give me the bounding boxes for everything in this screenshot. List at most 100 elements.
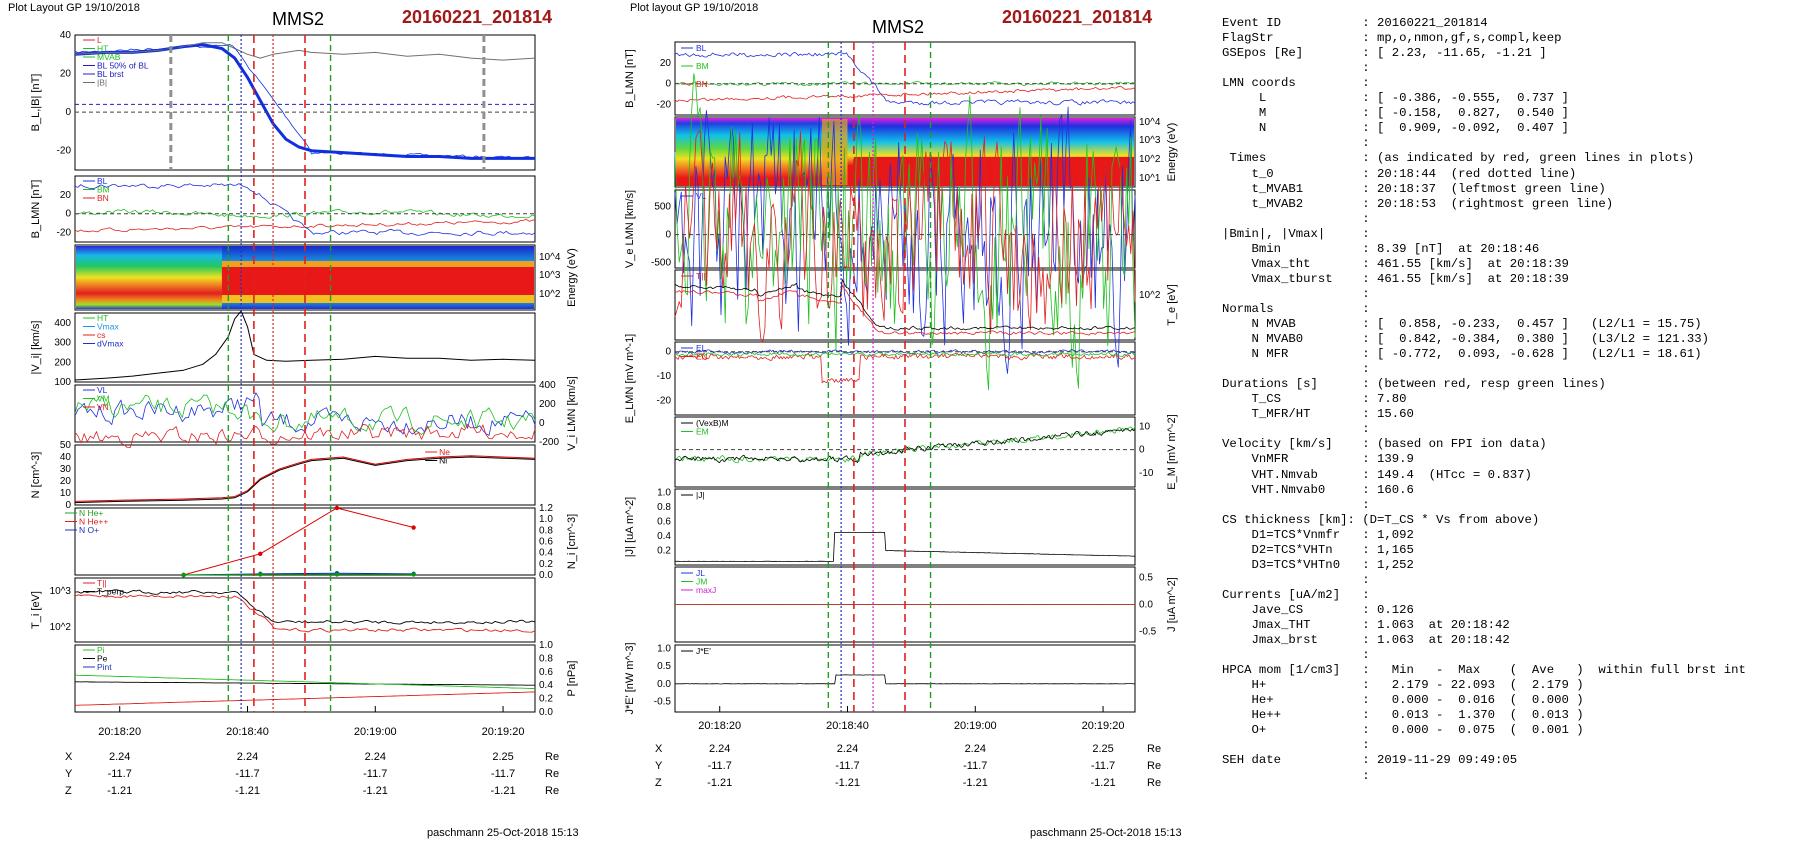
left-pos-unit: Re bbox=[545, 768, 559, 780]
middle-right-ylabel: Energy (eV) bbox=[1166, 123, 1178, 182]
left-tick-label: 0.2 bbox=[539, 559, 553, 570]
left-pos-value: 2.24 bbox=[365, 751, 386, 763]
left-pos-name: X bbox=[65, 751, 73, 763]
middle-legend-label: JM bbox=[696, 577, 707, 587]
left-panel-frame-8 bbox=[74, 577, 536, 643]
left-tick-label: 1.2 bbox=[539, 503, 553, 514]
left-pos-value: -1.21 bbox=[235, 785, 260, 797]
left-legend-label: HT bbox=[97, 313, 108, 323]
left-right-ylabel: P [nPa] bbox=[566, 661, 578, 697]
left-pos-value: -1.21 bbox=[491, 785, 516, 797]
info-line: Jmax_brst : 1.063 at 20:18:42 bbox=[1222, 633, 1510, 648]
left-hpca-point bbox=[411, 572, 416, 577]
info-line: Normals : bbox=[1222, 301, 1370, 316]
left-legend-label: BL brst bbox=[97, 69, 124, 79]
middle-pos-value: -1.21 bbox=[707, 777, 732, 789]
left-tick-label: 0.6 bbox=[539, 537, 553, 548]
info-line: Jmax_THT : 1.063 at 20:18:42 bbox=[1222, 618, 1510, 632]
middle-tick-label: 10^2 bbox=[1139, 290, 1161, 301]
left-tick-label: 0.0 bbox=[539, 570, 553, 581]
info-line: N : [ 0.909, -0.092, 0.407 ] bbox=[1222, 121, 1569, 136]
middle-tick-label: -20 bbox=[657, 395, 672, 406]
left-legend-label: L bbox=[97, 35, 102, 45]
left-legend-label: Pint bbox=[97, 662, 112, 672]
middle-tick-label: -0.5 bbox=[1139, 626, 1157, 637]
left-bn-line bbox=[74, 218, 536, 233]
left-tick-label: 0.4 bbox=[539, 680, 553, 691]
info-line: VHT.Nmvab0 : 160.6 bbox=[1222, 482, 1414, 497]
left-tick-label: 0.6 bbox=[539, 667, 553, 678]
left-pos-value: 2.25 bbox=[492, 751, 513, 763]
info-line: T_MFR/HT : 15.60 bbox=[1222, 407, 1414, 422]
left-pint-line bbox=[74, 674, 535, 689]
left-spectrogram-orange-band bbox=[221, 261, 534, 267]
middle-legend-label: EL bbox=[696, 343, 707, 353]
middle-tick-label: -20 bbox=[657, 100, 672, 111]
left-tick-label: 0.8 bbox=[539, 653, 553, 664]
info-line: : bbox=[1222, 648, 1370, 663]
middle-ylabel: J*E' [nW m^-3] bbox=[624, 642, 636, 714]
middle-pos-unit: Re bbox=[1147, 743, 1161, 755]
left-legend-label: BM bbox=[97, 185, 110, 195]
info-line: Vmax_tht : 461.55 [km/s] at 20:18:39 bbox=[1222, 256, 1569, 271]
left-header-small: Plot Layout GP 19/10/2018 bbox=[8, 2, 140, 14]
info-line: : bbox=[1222, 738, 1370, 753]
info-line: Event ID : 20160221_201814 bbox=[1222, 16, 1488, 30]
left-pos-value: -11.7 bbox=[363, 768, 387, 780]
left-hpca-point bbox=[334, 572, 340, 577]
left-tick-label: 0 bbox=[65, 209, 71, 220]
left-tick-label: 50 bbox=[60, 440, 72, 451]
left-right-ylabel: Energy (eV) bbox=[566, 248, 578, 307]
left-tick-label: 0 bbox=[65, 500, 71, 511]
info-line: |Bmin|, |Vmax| : bbox=[1222, 226, 1370, 241]
left-vm-line bbox=[74, 394, 536, 436]
left-pos-value: 2.24 bbox=[237, 751, 258, 763]
label-layer: B_L,|B| [nT] B_LMN [nT] |V_i| [km/s] N [cm^… bbox=[30, 30, 1178, 797]
left-pos-value: -11.7 bbox=[235, 768, 259, 780]
left-tick-label: 10^3 bbox=[50, 586, 72, 597]
info-line: D2=TCS*VHTn : 1,165 bbox=[1222, 542, 1414, 557]
middle-pos-value: -11.7 bbox=[963, 760, 987, 772]
info-line: M : [ -0.158, 0.827, 0.540 ] bbox=[1222, 106, 1569, 121]
left-hpca-line bbox=[183, 507, 414, 576]
left-ylabel: B_L,|B| [nT] bbox=[30, 74, 42, 132]
middle-time-tick: 20:18:40 bbox=[826, 720, 869, 732]
middle-tick-label: 0 bbox=[1139, 445, 1145, 456]
left-hpca-point bbox=[258, 572, 263, 577]
middle-time-tick: 20:18:20 bbox=[698, 720, 741, 732]
info-line: N MFR : [ -0.772, 0.093, -0.628 ] (L2/L1… bbox=[1222, 347, 1702, 362]
middle-pos-value: -11.7 bbox=[835, 760, 859, 772]
left-time-tick: 20:18:40 bbox=[226, 726, 269, 738]
data-layer bbox=[65, 35, 1136, 712]
middle-pos-value: 2.24 bbox=[837, 743, 858, 755]
middle-spacecraft-title: MMS2 bbox=[872, 17, 925, 37]
left-pi-line bbox=[75, 681, 535, 686]
info-line: D3=TCS*VHTn0 : 1,252 bbox=[1222, 557, 1414, 572]
middle-tick-label: 20 bbox=[660, 58, 672, 69]
left-legend-label: BL 50% of BL bbox=[97, 61, 149, 71]
info-line: T_CS : 7.80 bbox=[1222, 392, 1407, 407]
left-ylabel: B_LMN [nT] bbox=[30, 180, 42, 239]
left-legend-label: Vmax bbox=[97, 322, 119, 332]
info-line: : bbox=[1222, 768, 1370, 783]
info-line: VHT.Nmvab : 149.4 (HTcc = 0.837) bbox=[1222, 467, 1532, 482]
left-tick-label: 0 bbox=[539, 418, 545, 429]
middle-tick-label: 0.5 bbox=[1139, 573, 1153, 584]
left-legend-label: Ni bbox=[439, 456, 447, 466]
left-tick-label: 10 bbox=[60, 488, 72, 499]
left-tick-label: -20 bbox=[57, 228, 72, 239]
info-line: He++ : 0.013 - 1.370 ( 0.013 ) bbox=[1222, 708, 1584, 723]
middle-legend-label: BN bbox=[696, 79, 708, 89]
left-hpca-point bbox=[258, 551, 263, 556]
left-tick-label: 40 bbox=[60, 452, 72, 463]
info-line: : bbox=[1222, 136, 1370, 151]
middle-tick-label: 0.5 bbox=[657, 661, 671, 672]
left-footer: paschmann 25-Oct-2018 15:13 bbox=[427, 827, 579, 839]
left-spectrogram-yellow-band bbox=[221, 295, 534, 303]
middle-legend-label: J*E' bbox=[696, 646, 711, 656]
left-tick-label: 20 bbox=[60, 190, 72, 201]
middle-footer: paschmann 25-Oct-2018 15:13 bbox=[1030, 827, 1182, 839]
middle-ylabel: E_LMN [mV m^-1] bbox=[624, 334, 636, 424]
info-line: He+ : 0.000 - 0.016 ( 0.000 ) bbox=[1222, 693, 1584, 708]
info-line: : bbox=[1222, 362, 1370, 377]
